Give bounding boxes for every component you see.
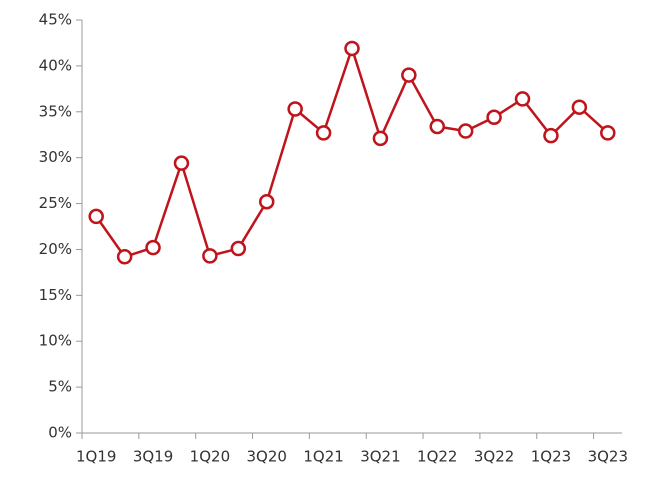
y-tick-label: 10% <box>39 332 72 350</box>
point <box>287 101 303 117</box>
x-tick-label: 1Q19 <box>76 448 116 466</box>
x-tick-label: 3Q23 <box>588 448 628 466</box>
x-tick-label: 1Q20 <box>190 448 230 466</box>
point <box>600 125 616 141</box>
y-tick-label: 0% <box>48 424 72 442</box>
point <box>202 248 218 264</box>
point <box>486 109 502 126</box>
point <box>258 193 275 210</box>
point <box>145 239 161 256</box>
y-tick-label: 45% <box>39 11 72 29</box>
y-tick-label: 20% <box>39 240 72 258</box>
y-tick-label: 35% <box>39 102 72 120</box>
point <box>315 125 332 141</box>
point <box>116 249 133 265</box>
point <box>429 118 446 135</box>
series-line <box>95 44 609 259</box>
point <box>230 240 247 257</box>
x-tick-label: 1Q23 <box>531 448 571 466</box>
y-tick-label: 5% <box>48 378 72 396</box>
x-tick-label: 3Q19 <box>133 448 173 466</box>
point <box>543 127 559 144</box>
point <box>457 123 474 139</box>
x-tick-label: 3Q20 <box>247 448 287 466</box>
x-tick-label: 1Q21 <box>303 448 343 466</box>
point <box>344 40 360 57</box>
x-tick-label: 3Q22 <box>474 448 514 466</box>
point <box>514 91 531 107</box>
point <box>401 67 417 83</box>
y-tick-label: 40% <box>39 56 72 74</box>
x-tick-label: 1Q22 <box>417 448 457 466</box>
point <box>173 155 190 171</box>
point <box>372 130 389 147</box>
x-tick-label: 3Q21 <box>360 448 400 466</box>
y-tick-label: 15% <box>39 286 72 304</box>
point <box>88 208 104 225</box>
y-tick-label: 30% <box>39 148 72 166</box>
point <box>571 99 588 115</box>
y-tick-label: 25% <box>39 194 72 212</box>
